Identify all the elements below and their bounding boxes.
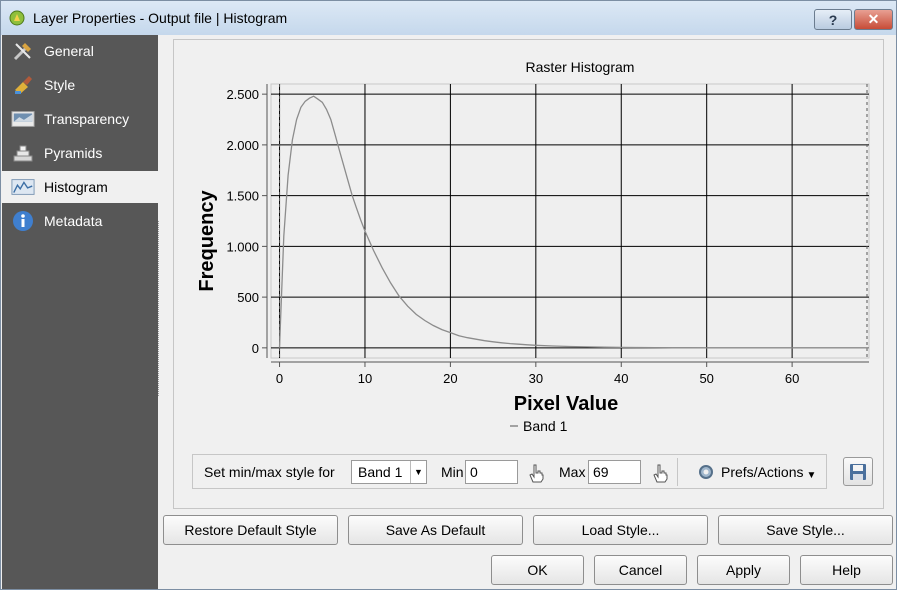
- chevron-down-icon: ▼: [410, 461, 426, 483]
- band-select-value: Band 1: [358, 464, 403, 480]
- chart-title: Raster Histogram: [526, 59, 635, 75]
- x-tick-label: 0: [276, 371, 283, 386]
- x-tick-label: 60: [785, 371, 799, 386]
- y-tick-label: 500: [237, 290, 259, 305]
- save-style-button[interactable]: Save Style...: [718, 515, 893, 545]
- y-tick-label: 1.500: [226, 189, 259, 204]
- x-tick-label: 10: [358, 371, 372, 386]
- plot-area: [270, 83, 870, 359]
- y-tick-label: 1.000: [226, 239, 259, 254]
- splitter-handle[interactable]: [158, 221, 161, 396]
- x-tick-label: 40: [614, 371, 628, 386]
- pick-min-hand-icon[interactable]: [526, 462, 546, 484]
- sidebar-item-label: General: [44, 43, 94, 59]
- series-line-band-1: [278, 95, 869, 349]
- x-tick-label: 50: [699, 371, 713, 386]
- pyramids-icon: [11, 142, 35, 164]
- legend-label: Band 1: [523, 418, 568, 434]
- histogram-icon: [11, 176, 35, 198]
- title-close-button[interactable]: ✕: [854, 9, 893, 30]
- sidebar: General Style Transparency Pyramids Hist…: [2, 35, 158, 589]
- sidebar-item-style[interactable]: Style: [2, 69, 158, 101]
- x-tick-label: 20: [443, 371, 457, 386]
- tools-icon: [11, 40, 35, 62]
- paint-icon: [11, 74, 35, 96]
- sidebar-item-pyramids[interactable]: Pyramids: [2, 137, 158, 169]
- help-button[interactable]: Help: [800, 555, 893, 585]
- transparency-icon: [11, 108, 35, 130]
- window-title: Layer Properties - Output file | Histogr…: [33, 10, 288, 26]
- histogram-chart: Raster Histogram05001.0001.5002.0002.500…: [196, 59, 870, 434]
- sidebar-item-metadata[interactable]: Metadata: [2, 205, 158, 237]
- prefs-actions-label: Prefs/Actions: [721, 464, 804, 480]
- controls-separator: [677, 458, 678, 486]
- save-histogram-button[interactable]: [843, 457, 873, 486]
- sidebar-item-label: Style: [44, 77, 76, 93]
- save-as-default-button[interactable]: Save As Default: [348, 515, 523, 545]
- close-icon: ✕: [867, 11, 880, 27]
- help-icon: ?: [828, 11, 838, 28]
- sidebar-item-general[interactable]: General: [2, 35, 158, 67]
- max-input[interactable]: [588, 460, 641, 484]
- sidebar-item-histogram[interactable]: Histogram: [2, 171, 158, 203]
- sidebar-item-label: Pyramids: [44, 145, 103, 161]
- restore-default-style-button[interactable]: Restore Default Style: [163, 515, 338, 545]
- sidebar-item-transparency[interactable]: Transparency: [2, 103, 158, 135]
- title-help-button[interactable]: ?: [814, 9, 852, 30]
- prefs-gear-icon: [699, 465, 713, 479]
- info-icon: [11, 210, 35, 232]
- sidebar-item-label: Histogram: [44, 179, 108, 195]
- load-style-button[interactable]: Load Style...: [533, 515, 708, 545]
- pick-max-hand-icon[interactable]: [650, 462, 670, 484]
- apply-button[interactable]: Apply: [697, 555, 790, 585]
- y-tick-label: 2.000: [226, 138, 259, 153]
- y-tick-label: 0: [252, 341, 259, 356]
- qgis-logo-icon: [9, 10, 25, 26]
- sidebar-item-label: Transparency: [44, 111, 130, 127]
- y-axis-label: Frequency: [196, 190, 218, 292]
- x-tick-label: 30: [529, 371, 543, 386]
- cancel-button[interactable]: Cancel: [594, 555, 687, 585]
- floppy-disk-icon: [850, 463, 866, 480]
- y-tick-label: 2.500: [226, 87, 259, 102]
- max-label: Max: [559, 464, 586, 480]
- title-bar: Layer Properties - Output file | Histogr…: [1, 1, 896, 35]
- band-select[interactable]: Band 1 ▼: [351, 460, 427, 484]
- min-label: Min: [441, 464, 464, 480]
- sidebar-item-label: Metadata: [44, 213, 103, 229]
- min-input[interactable]: [465, 460, 518, 484]
- ok-button[interactable]: OK: [491, 555, 584, 585]
- chevron-down-icon: ▼: [806, 469, 817, 481]
- prefs-actions-button[interactable]: Prefs/Actions ▼: [696, 459, 816, 485]
- minmax-style-label: Set min/max style for: [204, 464, 335, 480]
- x-axis-label: Pixel Value: [514, 393, 619, 415]
- histogram-controls: Set min/max style for Band 1 ▼ Min Max P…: [192, 454, 827, 489]
